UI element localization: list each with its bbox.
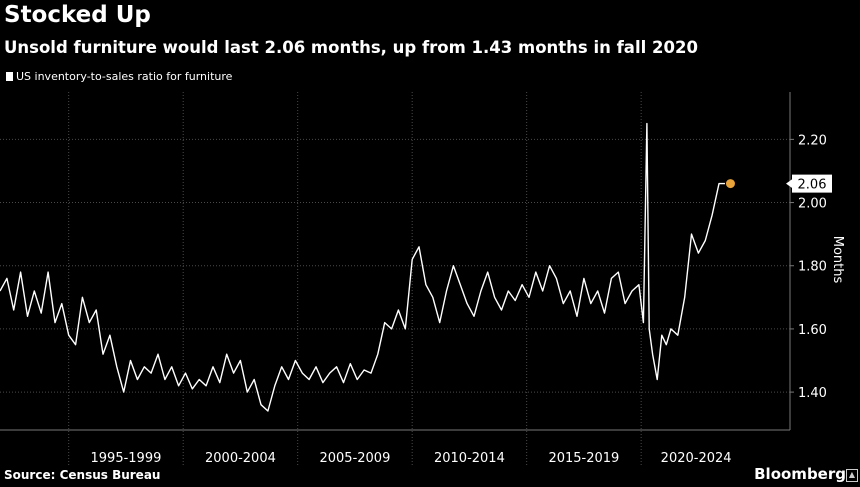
y-axis-label: Months — [830, 236, 845, 284]
last-value-callout-box — [792, 174, 832, 193]
y-tick-label: 2.20 — [798, 133, 827, 148]
x-period-label: 2000-2004 — [205, 451, 276, 466]
y-tick-label: 1.60 — [798, 323, 827, 338]
source-note: Source: Census Bureau — [4, 468, 161, 482]
last-value-label: 2.06 — [798, 178, 827, 193]
x-period-label: 2010-2014 — [434, 451, 505, 466]
brand-logo-text: Bloomberg — [754, 465, 846, 483]
series-line — [0, 122, 731, 412]
y-tick-label: 1.40 — [798, 386, 827, 401]
chart-legend: US inventory-to-sales ratio for furnitur… — [6, 70, 232, 83]
y-tick-label: 2.00 — [798, 197, 827, 212]
legend-swatch — [6, 72, 13, 81]
x-period-label: 2020-2024 — [661, 451, 732, 466]
x-period-label: 2015-2019 — [548, 451, 619, 466]
bloomberg-icon: ▲ — [846, 469, 858, 482]
chart-title: Stocked Up — [4, 2, 151, 28]
y-tick-label: 1.80 — [798, 260, 827, 275]
x-period-label: 2005-2009 — [319, 451, 390, 466]
x-period-label: 1995-1999 — [91, 451, 162, 466]
last-value-callout-arrow — [786, 178, 793, 189]
last-value-point — [724, 178, 736, 190]
legend-label: US inventory-to-sales ratio for furnitur… — [16, 70, 233, 83]
chart-subtitle: Unsold furniture would last 2.06 months,… — [4, 38, 698, 57]
